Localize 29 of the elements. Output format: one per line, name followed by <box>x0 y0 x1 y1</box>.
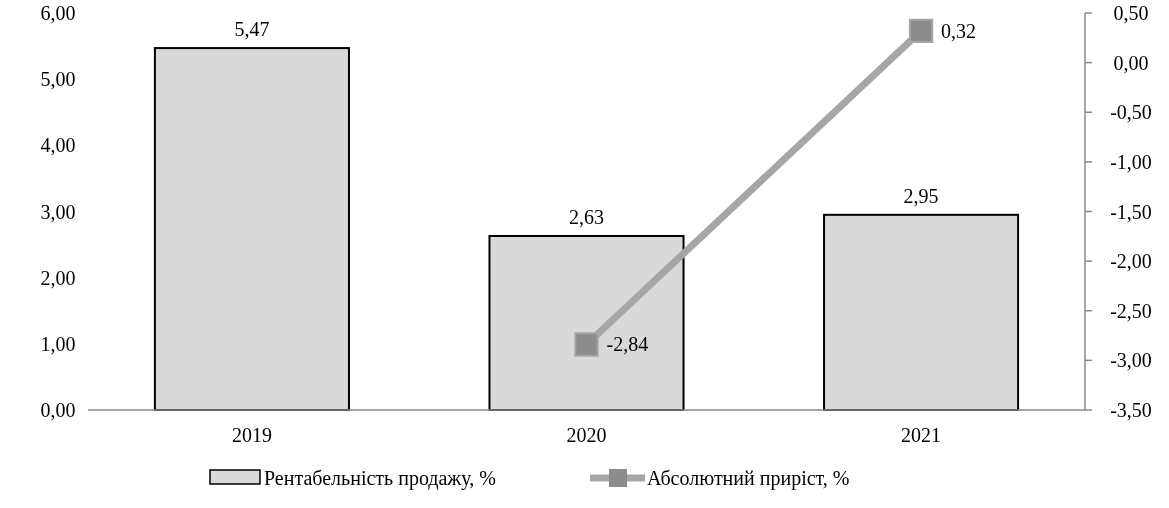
y2-tick-label: 0,50 <box>1113 2 1149 24</box>
y2-tick-label: -2,00 <box>1110 250 1152 273</box>
data-label: 0,32 <box>941 19 977 42</box>
legend-label: Рентабельність продажу, % <box>264 467 496 490</box>
legend-label: Абсолютний приріст, % <box>647 467 850 490</box>
y-tick-label: 4,00 <box>40 134 76 157</box>
y-tick-label: 0,00 <box>40 399 76 421</box>
data-label: -2,84 <box>606 333 649 356</box>
bar <box>488 234 685 411</box>
y2-tick-label: -1,50 <box>1110 200 1152 223</box>
y2-tick-label: -1,00 <box>1110 150 1152 173</box>
y-tick-label: 2,00 <box>40 266 76 289</box>
y2-tick-label: -3,00 <box>1110 349 1152 372</box>
data-label: 5,47 <box>234 18 270 41</box>
bar <box>153 47 350 411</box>
y-tick-label: 5,00 <box>40 68 76 91</box>
x-tick-label: 2020 <box>566 424 607 446</box>
data-label: 2,95 <box>903 184 939 207</box>
y2-tick-label: -3,50 <box>1110 399 1152 421</box>
x-tick-label: 2021 <box>901 424 942 446</box>
y-tick-label: 6,00 <box>40 2 76 24</box>
y2-tick-label: 0,00 <box>1113 51 1149 74</box>
y2-tick-label: -0,50 <box>1110 101 1152 124</box>
y-tick-label: 1,00 <box>40 332 76 355</box>
y-tick-label: 3,00 <box>40 200 76 223</box>
y2-tick-label: -2,50 <box>1110 299 1152 322</box>
x-tick-label: 2019 <box>231 424 272 446</box>
data-label: 2,63 <box>569 205 604 228</box>
bar <box>823 213 1020 411</box>
